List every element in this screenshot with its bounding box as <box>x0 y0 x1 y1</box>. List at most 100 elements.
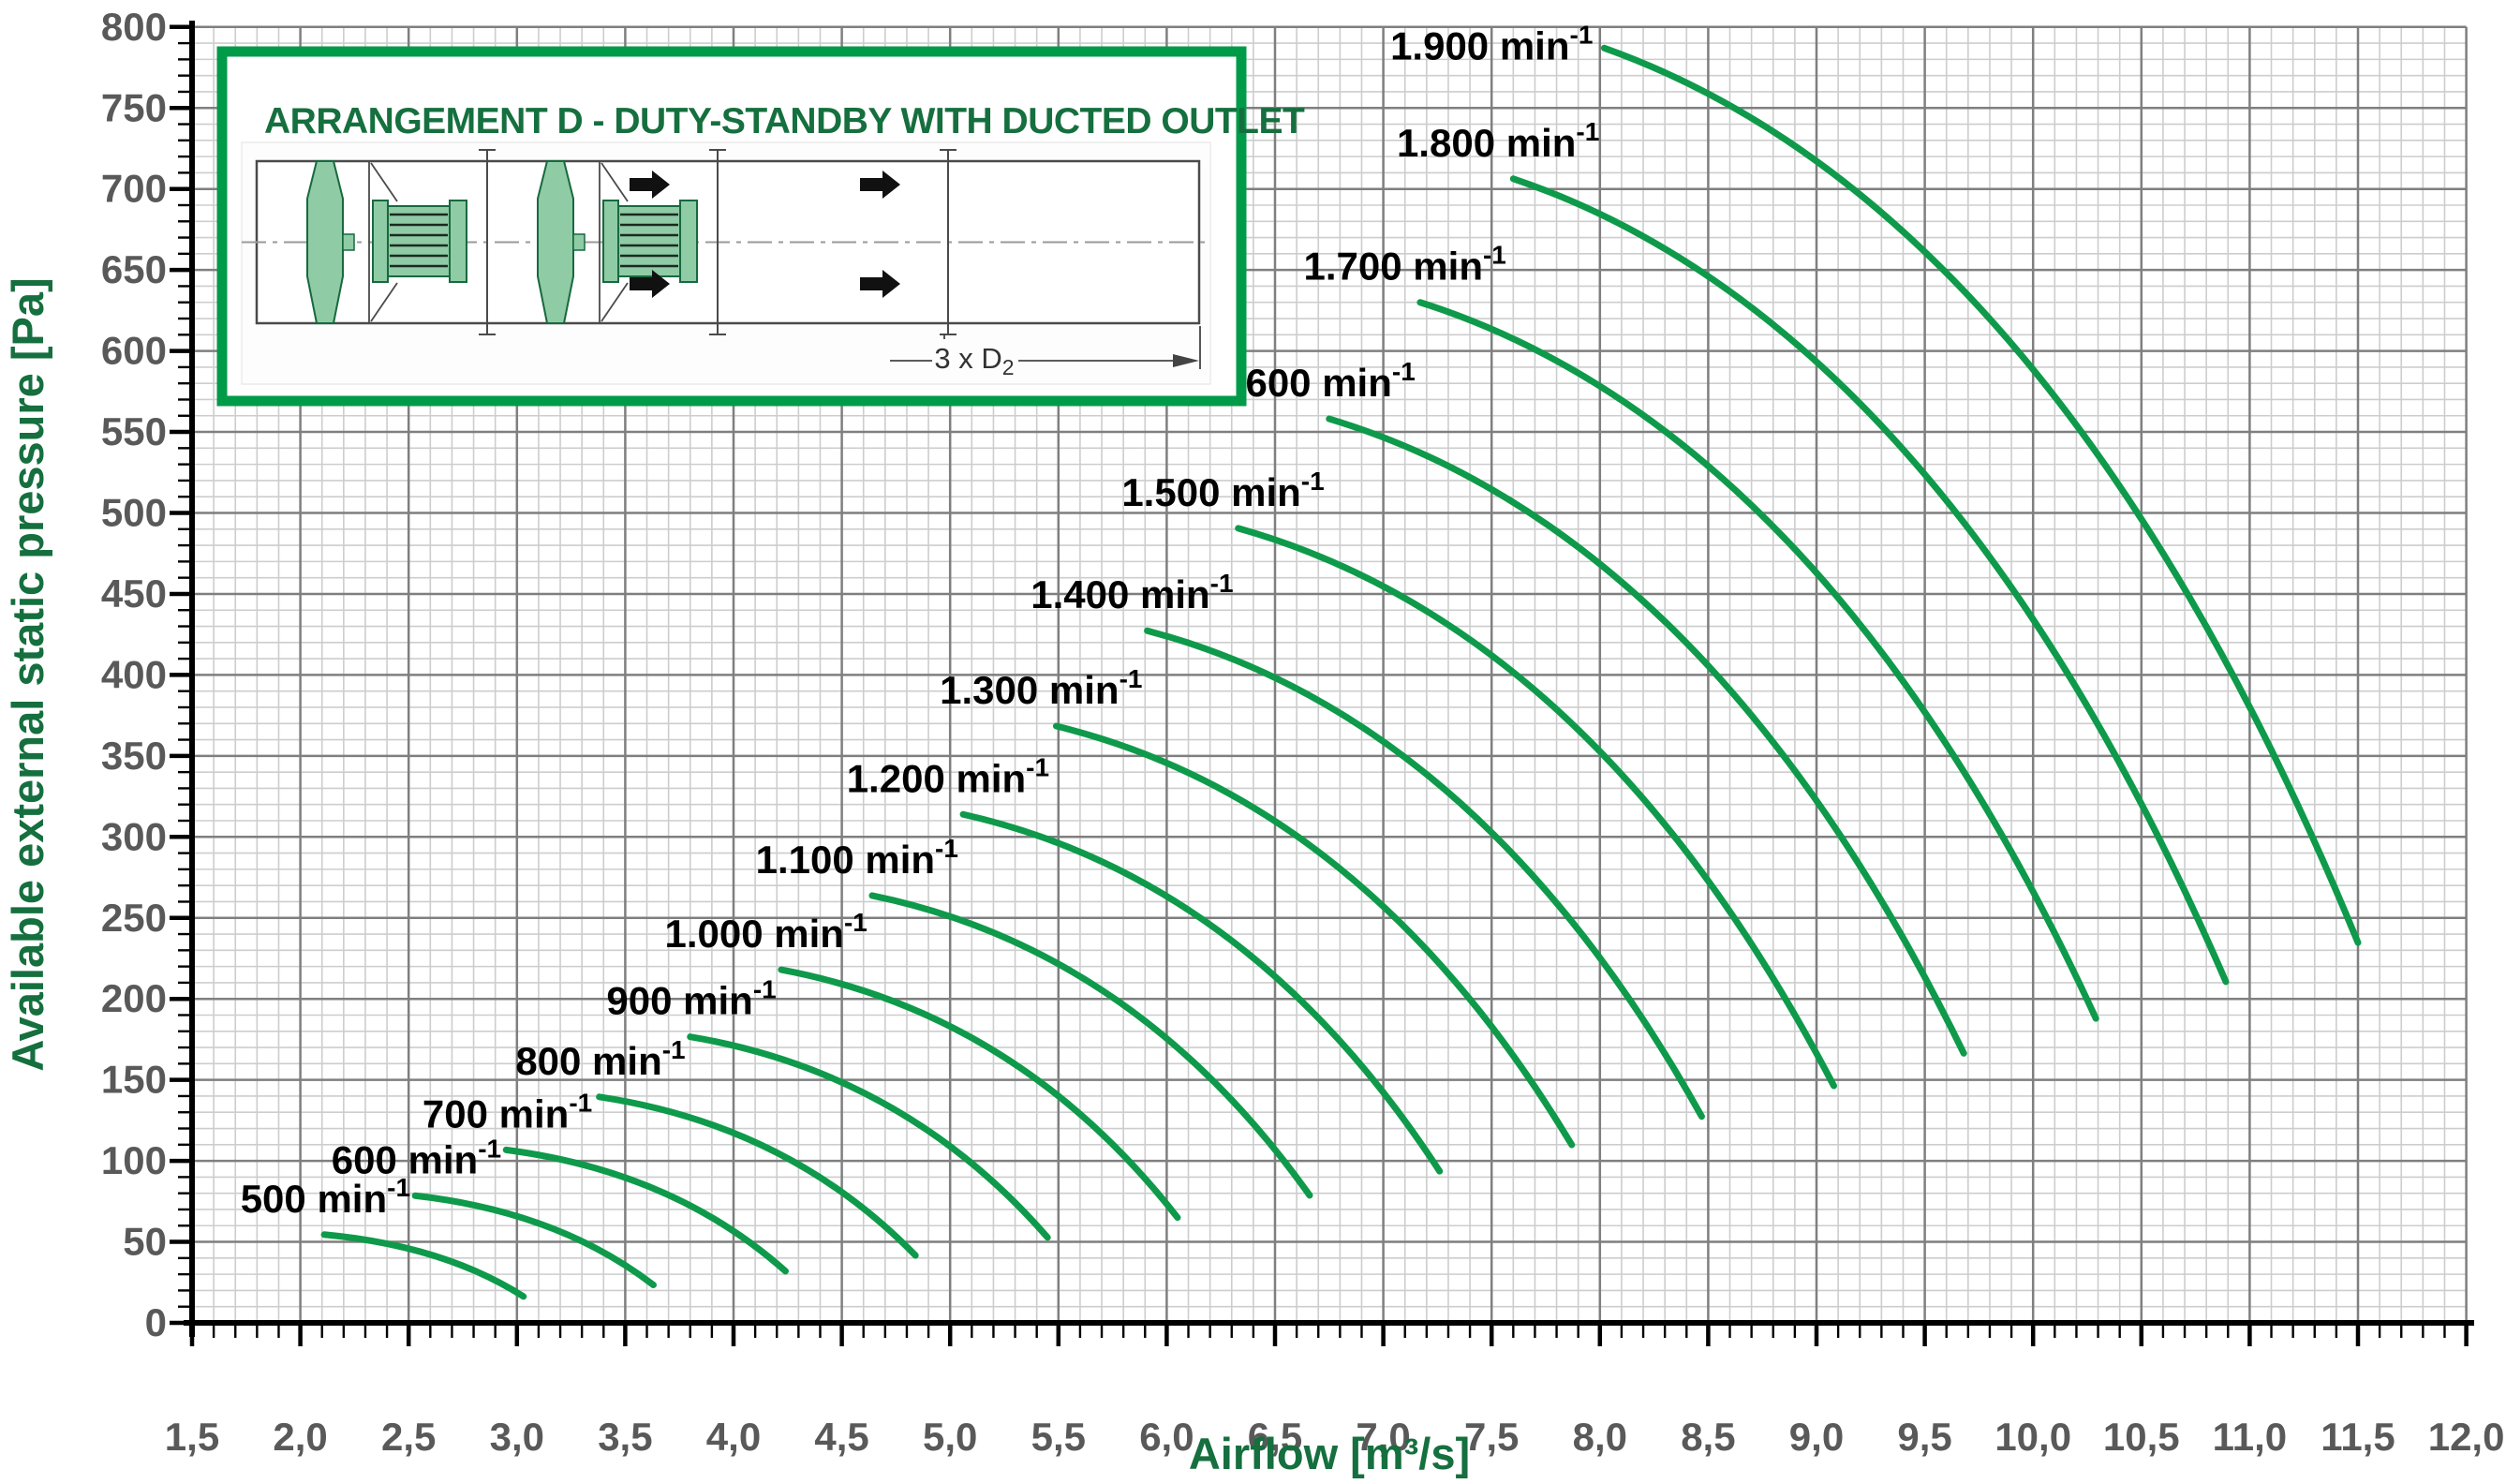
fan-speed-curves <box>320 44 2362 1300</box>
curve-label-600: 600 min-1 <box>332 1134 501 1181</box>
curve-label-500: 500 min-1 <box>241 1173 410 1221</box>
fan-curve-900 <box>687 1033 1051 1241</box>
curve-label-1900: 1.900 min-1 <box>1390 20 1593 67</box>
curve-label-1200: 1.200 min-1 <box>847 752 1049 800</box>
airflow-arrow-icon <box>860 171 900 199</box>
curve-label-700: 700 min-1 <box>423 1088 592 1135</box>
arrangement-inset: ARRANGEMENT D - DUTY-STANDBY WITH DUCTED… <box>216 46 1306 407</box>
y-tick-label: 50 <box>123 1220 167 1264</box>
fan-curve-1000 <box>778 966 1181 1222</box>
y-tick-label: 350 <box>101 734 167 778</box>
fan-curve-1500 <box>1235 525 1837 1090</box>
curve-label-900: 900 min-1 <box>606 975 776 1023</box>
x-tick-label: 10,0 <box>1994 1415 2071 1459</box>
curve-label-800: 800 min-1 <box>515 1035 685 1083</box>
fan-curve-1400 <box>1144 627 1705 1120</box>
diffuser-line-bottom <box>601 282 629 322</box>
x-tick-label: 4,0 <box>706 1415 761 1459</box>
fan-curve-1200 <box>959 810 1444 1175</box>
motor-cap-right <box>449 200 467 283</box>
x-tick-label: 7,0 <box>1356 1415 1410 1459</box>
curve-label-1500: 1.500 min-1 <box>1121 467 1324 514</box>
curve-label-1300: 1.300 min-1 <box>940 664 1142 712</box>
y-tick-label: 250 <box>101 896 167 940</box>
x-tick-label: 6,5 <box>1248 1415 1302 1459</box>
y-tick-label: 500 <box>101 491 167 535</box>
fan-unit-2 <box>537 160 698 324</box>
motor-cap-right <box>679 200 698 283</box>
y-tick-label: 200 <box>101 976 167 1020</box>
dimension-label-bg <box>932 339 1018 377</box>
flange-lines <box>479 149 956 335</box>
fan-curve-700 <box>502 1146 789 1275</box>
curve-label-1400: 1.400 min-1 <box>1031 569 1233 616</box>
x-tick-label: 12,0 <box>2428 1415 2505 1459</box>
y-tick-label: 550 <box>101 409 167 453</box>
y-tick-label: 0 <box>145 1300 167 1344</box>
curve-label-1800: 1.800 min-1 <box>1397 117 1599 165</box>
airflow-arrow-icons <box>630 171 900 298</box>
axes <box>184 21 2474 1337</box>
y-tick-label: 400 <box>101 652 167 696</box>
x-tick-label: 5,5 <box>1031 1415 1086 1459</box>
fan-curve-800 <box>596 1093 919 1259</box>
diffuser-line-top <box>370 162 398 202</box>
curve-label-1100: 1.100 min-1 <box>756 834 958 882</box>
x-axis-title: Airflow [m³/s] <box>1189 1429 1470 1478</box>
x-tick-label: 7,5 <box>1464 1415 1519 1459</box>
motor-block <box>617 205 681 277</box>
fan-curve-600 <box>411 1192 657 1289</box>
x-tick-label: 9,0 <box>1789 1415 1844 1459</box>
x-tick-label: 4,5 <box>814 1415 868 1459</box>
fan-curve-1100 <box>868 892 1313 1199</box>
x-tick-label: 2,5 <box>381 1415 436 1459</box>
x-tick-label: 10,5 <box>2103 1415 2180 1459</box>
curve-label-1000: 1.000 min-1 <box>665 908 867 956</box>
x-tick-label: 8,5 <box>1681 1415 1735 1459</box>
fan-curve-1700 <box>1416 299 2099 1022</box>
fan-unit-1 <box>306 160 467 324</box>
diffuser-line-top <box>601 162 629 202</box>
impeller-spinner <box>306 160 344 324</box>
motor-cap-left <box>602 200 619 283</box>
airflow-arrow-icon <box>630 171 670 199</box>
fan-curve-1300 <box>1052 722 1576 1149</box>
y-axis-title: Available external static pressure [Pa] <box>3 277 52 1071</box>
x-tick-label: 11,5 <box>2321 1415 2395 1459</box>
x-tick-label: 5,0 <box>923 1415 977 1459</box>
y-tick-label: 150 <box>101 1058 167 1102</box>
y-tick-label: 450 <box>101 571 167 616</box>
y-tick-label: 600 <box>101 329 167 373</box>
curve-label-1700: 1.700 min-1 <box>1304 241 1506 289</box>
x-tick-label: 1,5 <box>165 1415 219 1459</box>
hub-connector <box>342 233 355 251</box>
x-tick-label: 6,0 <box>1139 1415 1194 1459</box>
x-tick-label: 8,0 <box>1573 1415 1627 1459</box>
fan-curve-1600 <box>1326 415 1967 1057</box>
impeller-spinner <box>537 160 574 324</box>
inset-title: ARRANGEMENT D - DUTY-STANDBY WITH DUCTED… <box>264 101 1305 141</box>
axis-ticks <box>170 24 2469 1346</box>
x-tick-label: 9,5 <box>1897 1415 1951 1459</box>
outlet-dimension: 3 x D2 <box>890 326 1201 379</box>
y-tick-label: 750 <box>101 85 167 129</box>
fan-curve-1900 <box>1600 44 2362 946</box>
x-tick-label: 11,0 <box>2213 1415 2287 1459</box>
dimension-label: 3 x D2 <box>934 342 1014 379</box>
fan-curve-500 <box>320 1231 527 1300</box>
airflow-arrow-icon <box>860 270 900 298</box>
axis-tick-labels: 1,5 2,0 2,5 3,0 3,5 4,0 4,5 5,0 5,5 6,0 6,5 7,0 7,5 8… <box>101 5 2505 1459</box>
y-tick-label: 800 <box>101 5 167 49</box>
x-tick-label: 3,0 <box>490 1415 544 1459</box>
y-tick-label: 650 <box>101 247 167 291</box>
motor-cap-left <box>372 200 389 283</box>
x-tick-label: 2,0 <box>273 1415 327 1459</box>
airflow-arrow-icon <box>630 270 670 298</box>
motor-block <box>387 205 451 277</box>
dimension-arrowhead-right-icon <box>1173 354 1199 367</box>
y-tick-label: 100 <box>101 1138 167 1182</box>
fan-units <box>306 160 698 324</box>
